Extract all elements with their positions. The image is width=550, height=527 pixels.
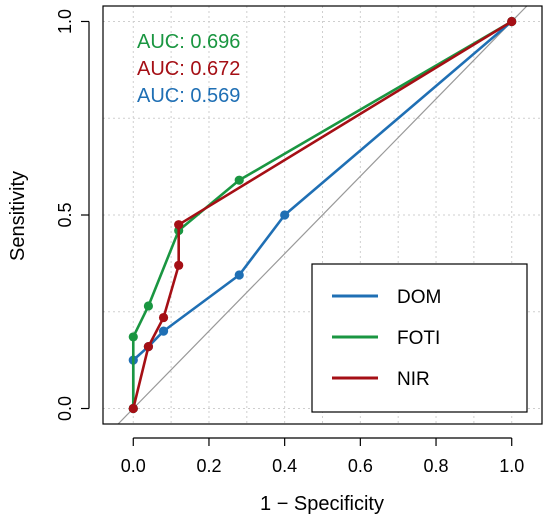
- series-point-foti: [143, 301, 154, 311]
- plot-frame: [102, 5, 543, 425]
- series-line-foti: [131, 20, 513, 409]
- series-point-nir: [128, 403, 138, 414]
- x-tick-label: 0.6: [348, 456, 373, 476]
- x-tick-label: 0.2: [196, 456, 221, 476]
- series-point-nir: [174, 260, 184, 270]
- axes: 0.0 0.2 0.4 0.6 0.8 1.0 0.0 0.5 1.0: [55, 9, 524, 476]
- series-point-nir: [158, 312, 169, 323]
- diagonal-reference-line: [117, 5, 528, 425]
- y-tick-label: 0.0: [55, 396, 75, 421]
- series-layer: [128, 16, 517, 414]
- auc-label-dom: AUC: 0.569: [137, 85, 240, 107]
- x-tick-label: 0.8: [424, 456, 449, 476]
- x-tick-label: 0.4: [272, 456, 297, 476]
- x-axis-title: 1 − Specificity: [260, 493, 384, 515]
- legend: DOM FOTI NIR: [311, 263, 528, 413]
- auc-label-nir: AUC: 0.672: [137, 58, 240, 80]
- y-tick-label: 1.0: [55, 9, 75, 34]
- x-tick-label: 1.0: [499, 456, 524, 476]
- legend-label-dom: DOM: [397, 287, 441, 308]
- legend-label-nir: NIR: [397, 369, 430, 390]
- series-point-nir: [507, 16, 517, 27]
- series-point-nir: [174, 220, 184, 230]
- auc-label-foti: AUC: 0.696: [137, 31, 240, 53]
- y-tick-label: 0.5: [55, 202, 75, 227]
- series-point-dom: [234, 270, 244, 280]
- series-point-foti: [234, 175, 244, 185]
- y-axis-title: Sensitivity: [7, 171, 29, 261]
- x-tick-label: 0.0: [121, 456, 146, 476]
- series-point-foti: [128, 332, 138, 342]
- legend-label-foti: FOTI: [397, 328, 440, 349]
- series-point-nir: [143, 341, 154, 352]
- series-point-dom: [280, 210, 290, 220]
- series-point-dom: [158, 326, 169, 336]
- series-line-nir: [132, 20, 513, 409]
